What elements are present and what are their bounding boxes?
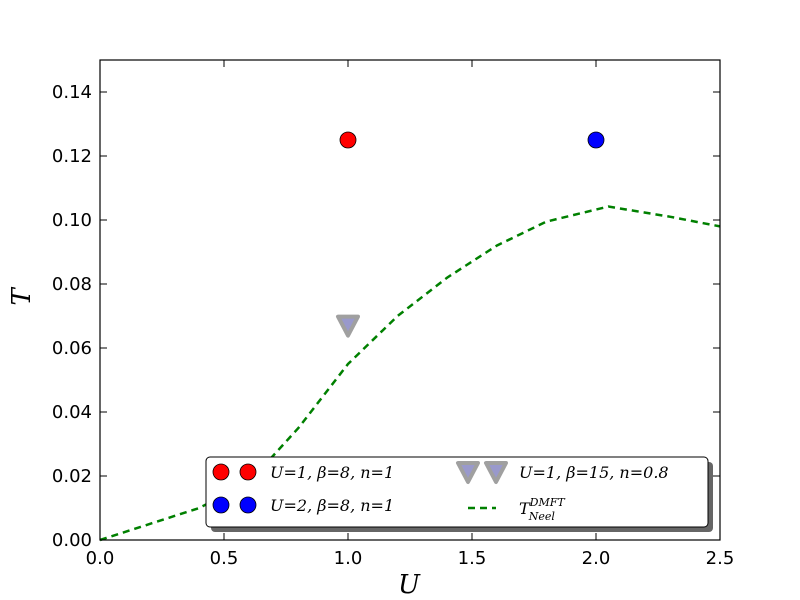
y-tick-label: 0.04 [52,402,92,423]
legend-marker-blue-1 [212,496,230,514]
legend-label-2: U=2, β=8, n=1 [270,496,394,515]
legend-marker-blue-2 [239,496,257,514]
x-tick-label: 2.5 [706,548,735,569]
y-tick-label: 0.12 [52,146,92,167]
legend-marker-triangle-2 [484,461,508,484]
legend-label-4-sub: Neel [528,510,556,523]
y-tick-label: 0.06 [52,338,92,359]
legend-marker-red-1 [212,463,230,481]
data-point [587,131,605,149]
legend: U=1, β=8, n=1 U=2, β=8, n=1 U=1, β=15, n… [205,456,713,532]
legend-label-4-main: T [519,499,531,518]
y-tick-label: 0.10 [52,210,92,231]
x-tick-label: 1.5 [458,548,487,569]
x-axis-label: U [398,570,421,600]
plot-frame [99,59,721,541]
legend-label-4: TDMFT Neel [519,496,566,523]
y-axis-label: T [7,287,37,306]
x-tick-label: 0.0 [86,548,115,569]
y-tick-label: 0.00 [52,530,92,551]
legend-box [205,456,709,528]
y-tick-label: 0.02 [52,466,92,487]
legend-label-4-sup: DMFT [529,496,567,509]
x-tick-label: 1.0 [334,548,363,569]
y-tick-label: 0.14 [52,82,92,103]
x-tick-label: 2.0 [582,548,611,569]
points-layer [336,131,605,338]
legend-marker-red-2 [239,463,257,481]
data-point-triangle [336,314,360,338]
legend-label-1: U=1, β=8, n=1 [270,463,394,482]
legend-marker-triangle-1 [456,461,480,484]
x-tick-label: 0.5 [210,548,239,569]
tick-labels-layer: 0.0 0.5 1.0 1.5 2.0 2.5 0.00 0.02 0.04 0.06 0.08 0.… [52,82,734,569]
data-point [339,131,357,149]
legend-label-3: U=1, β=15, n=0.8 [519,463,669,482]
y-tick-label: 0.08 [52,274,92,295]
